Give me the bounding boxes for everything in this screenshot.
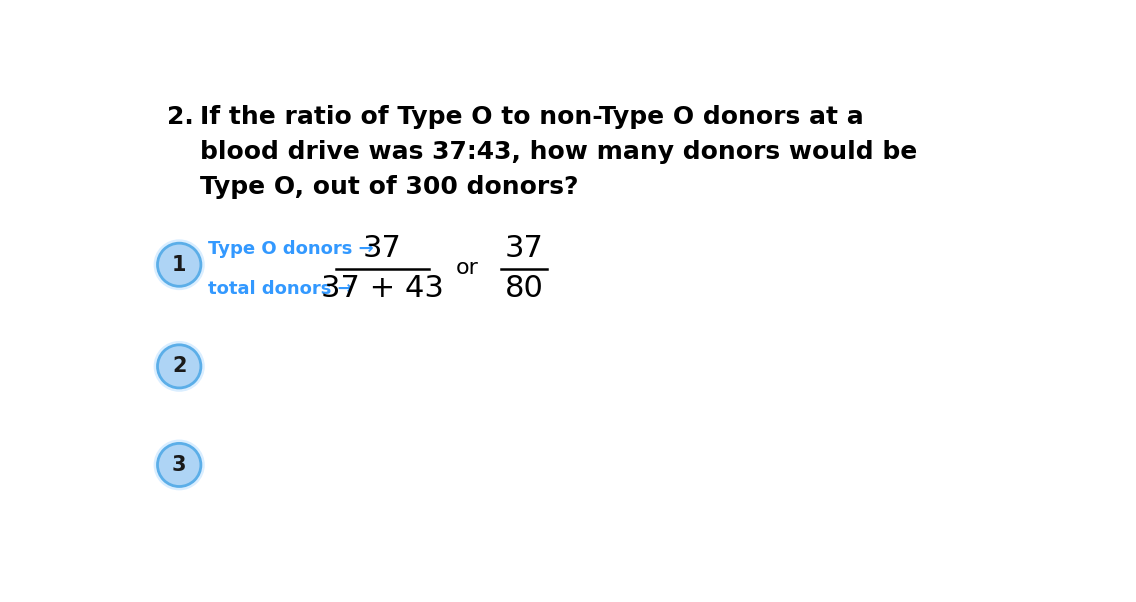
Text: If the ratio of Type O to non-Type O donors at a: If the ratio of Type O to non-Type O don… — [200, 105, 863, 129]
Text: total donors →: total donors → — [208, 279, 352, 297]
Text: or: or — [456, 258, 479, 278]
Text: 2.: 2. — [167, 105, 193, 129]
Circle shape — [153, 341, 204, 392]
Text: 37 + 43: 37 + 43 — [320, 274, 444, 303]
Circle shape — [158, 444, 201, 486]
Text: 3: 3 — [172, 455, 186, 475]
Text: blood drive was 37:43, how many donors would be: blood drive was 37:43, how many donors w… — [200, 140, 918, 164]
Text: 2: 2 — [172, 356, 186, 376]
Text: 80: 80 — [504, 274, 543, 303]
Circle shape — [153, 240, 204, 290]
Text: 37: 37 — [504, 234, 543, 263]
Text: Type O donors →: Type O donors → — [208, 240, 374, 258]
Text: 1: 1 — [172, 255, 186, 275]
Circle shape — [153, 439, 204, 491]
Text: Type O, out of 300 donors?: Type O, out of 300 donors? — [200, 175, 578, 199]
Circle shape — [158, 345, 201, 388]
Circle shape — [158, 243, 201, 287]
Text: 37: 37 — [362, 234, 402, 263]
